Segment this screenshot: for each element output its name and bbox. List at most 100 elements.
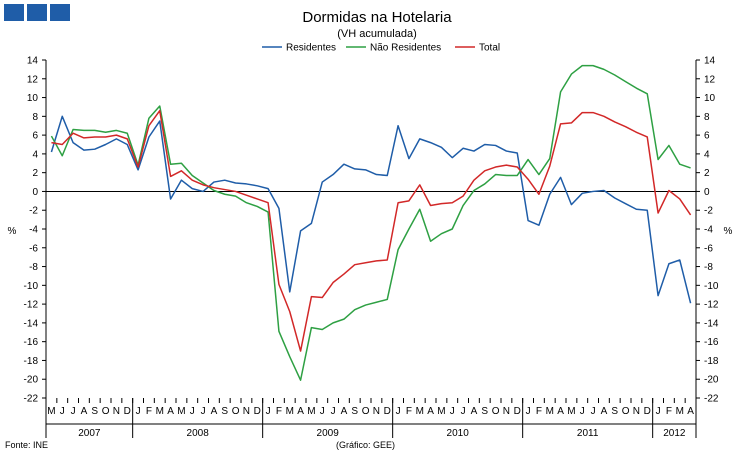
y-tick-label-left: 12 [27, 74, 39, 85]
y-unit-left: % [8, 226, 17, 237]
x-tick-label: S [611, 406, 618, 417]
x-tick-label: M [676, 406, 684, 417]
series-line-residentes [50, 115, 692, 304]
x-tick-label: J [461, 406, 466, 417]
x-tick-label: A [557, 406, 564, 417]
x-tick-label: D [384, 406, 391, 417]
x-tick-label: O [102, 406, 110, 417]
y-tick-label-right: 14 [704, 56, 716, 67]
x-tick-label: A [471, 406, 478, 417]
x-tick-label: D [514, 406, 521, 417]
y-tick-label-left: -12 [24, 300, 39, 311]
y-tick-label-left: -18 [24, 356, 39, 367]
y-tick-label-left: 0 [32, 187, 38, 198]
x-tick-label: M [437, 406, 445, 417]
series-line-total [51, 109, 692, 352]
x-tick-label: J [656, 406, 661, 417]
x-tick-label: M [156, 406, 164, 417]
x-tick-label: A [81, 406, 88, 417]
x-tick-label: J [526, 406, 531, 417]
y-tick-label-right: -8 [704, 262, 713, 273]
y-tick-label-right: -14 [704, 318, 719, 329]
x-tick-label: A [341, 406, 348, 417]
x-tick-label: F [406, 406, 412, 417]
x-tick-label: D [254, 406, 261, 417]
y-tick-label-left: -14 [24, 318, 39, 329]
y-tick-label-left: 8 [32, 112, 38, 123]
y-unit-right: % [724, 226, 733, 237]
source-note: Fonte: INE [5, 440, 48, 450]
y-tick-label-right: -18 [704, 356, 719, 367]
x-tick-label: N [373, 406, 380, 417]
series-line-n-o-residentes [50, 64, 691, 381]
y-tick-label-left: -20 [24, 375, 39, 386]
x-tick-label: D [124, 406, 131, 417]
credit-note: (Gráfico: GEE) [336, 440, 395, 450]
y-tick-label-right: 2 [704, 168, 710, 179]
x-tick-label: J [136, 406, 141, 417]
x-tick-label: S [481, 406, 488, 417]
x-tick-label: F [666, 406, 672, 417]
x-tick-label: J [580, 406, 585, 417]
x-tick-label: J [266, 406, 271, 417]
x-tick-label: O [362, 406, 370, 417]
x-tick-label: O [492, 406, 500, 417]
x-tick-label: M [177, 406, 185, 417]
x-tick-label: S [91, 406, 98, 417]
y-tick-label-left: -22 [24, 394, 39, 405]
x-tick-label: A [687, 406, 694, 417]
x-tick-label: M [567, 406, 575, 417]
y-tick-label-right: 12 [704, 74, 716, 85]
year-label: 2007 [78, 428, 101, 439]
y-tick-label-right: -10 [704, 281, 719, 292]
y-tick-label-right: 8 [704, 112, 710, 123]
y-tick-label-right: 10 [704, 93, 716, 104]
chart-subtitle: (VH acumulada) [337, 28, 416, 40]
y-tick-label-right: -22 [704, 394, 719, 405]
y-tick-label-left: -2 [29, 206, 38, 217]
x-tick-label: F [146, 406, 152, 417]
logo [4, 4, 70, 21]
x-tick-label: J [71, 406, 76, 417]
x-tick-label: J [591, 406, 596, 417]
logo-square [27, 4, 47, 21]
x-tick-label: O [232, 406, 240, 417]
x-tick-label: A [297, 406, 304, 417]
y-tick-label-left: 14 [27, 56, 39, 67]
x-tick-label: D [644, 406, 651, 417]
x-tick-label: N [503, 406, 510, 417]
x-tick-label: M [286, 406, 294, 417]
x-tick-label: F [276, 406, 282, 417]
y-tick-label-right: -16 [704, 337, 719, 348]
year-label: 2009 [317, 428, 340, 439]
x-tick-label: M [307, 406, 315, 417]
y-tick-label-left: 2 [32, 168, 38, 179]
legend-label: Residentes [286, 43, 336, 54]
chart-title: Dormidas na Hotelaria [302, 9, 452, 26]
y-tick-label-right: -12 [704, 300, 719, 311]
y-tick-label-left: 4 [32, 149, 38, 160]
y-tick-label-left: 10 [27, 93, 39, 104]
y-tick-label-left: -16 [24, 337, 39, 348]
x-tick-label: J [190, 406, 195, 417]
x-tick-label: S [351, 406, 358, 417]
x-tick-label: M [47, 406, 55, 417]
y-tick-label-left: -4 [29, 225, 38, 236]
y-tick-label-right: 6 [704, 131, 710, 142]
x-tick-label: A [601, 406, 608, 417]
y-tick-label-right: -2 [704, 206, 713, 217]
legend-label: Total [479, 43, 500, 54]
legend-label: Não Residentes [370, 43, 441, 54]
year-label: 2008 [187, 428, 210, 439]
logo-square [50, 4, 70, 21]
x-tick-label: A [211, 406, 218, 417]
y-tick-label-right: 0 [704, 187, 710, 198]
x-tick-label: J [331, 406, 336, 417]
y-tick-label-right: 4 [704, 149, 710, 160]
year-label: 2011 [577, 428, 599, 439]
y-tick-label-left: 6 [32, 131, 38, 142]
x-tick-label: N [243, 406, 250, 417]
x-tick-label: J [201, 406, 206, 417]
x-tick-label: N [633, 406, 640, 417]
